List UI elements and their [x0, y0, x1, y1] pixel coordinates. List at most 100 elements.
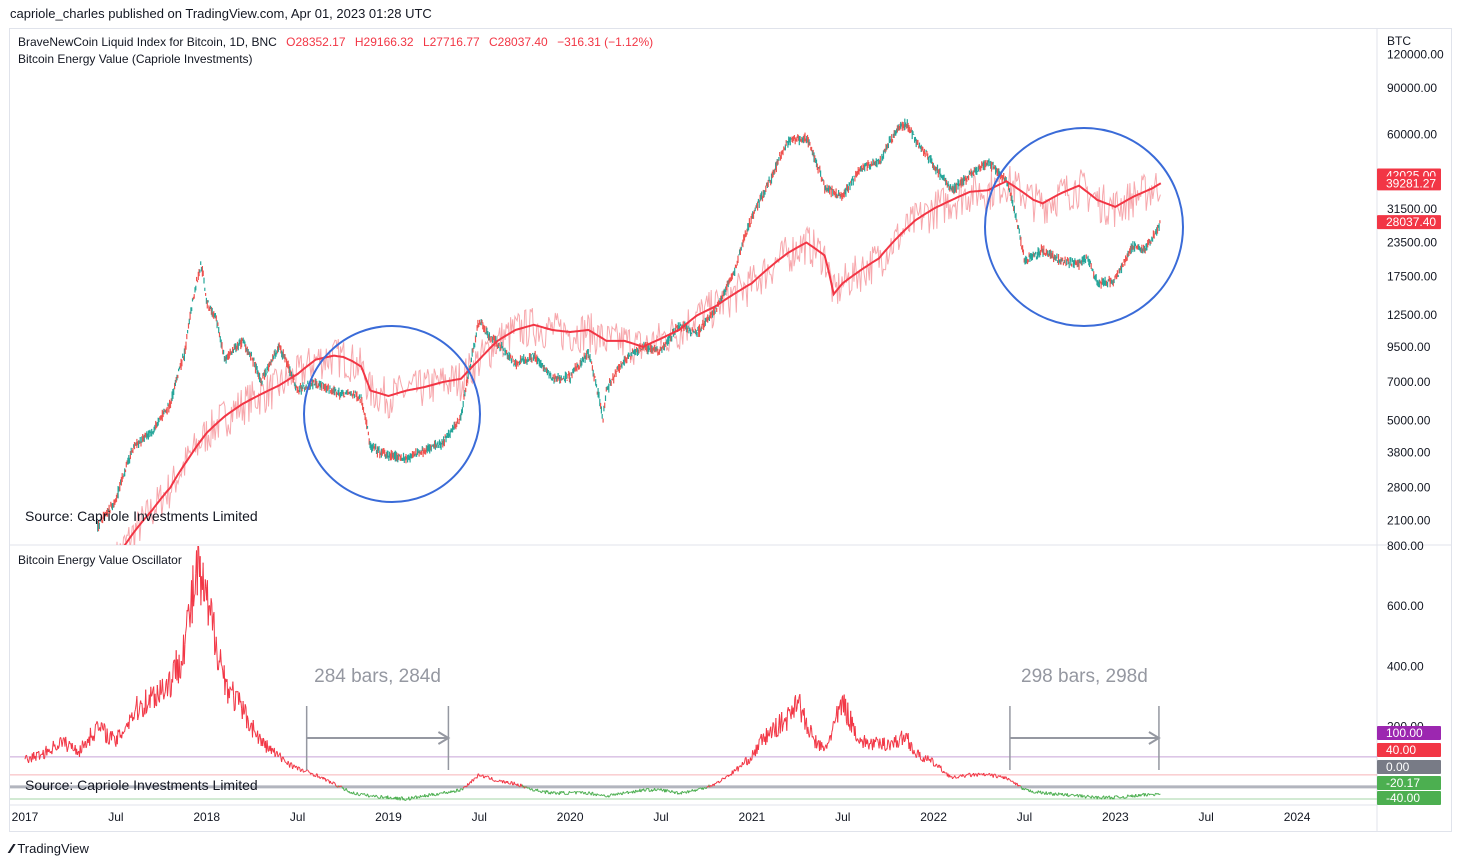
annotation-circle-2022[interactable] — [984, 127, 1184, 327]
osc-segment — [1046, 793, 1049, 796]
osc-segment — [932, 759, 935, 767]
osc-segment — [303, 771, 305, 773]
osc-value-badge: 40.00 — [1377, 743, 1441, 757]
osc-segment — [122, 731, 125, 735]
osc-segment — [697, 788, 700, 790]
ohlc-close: C28037.40 — [489, 35, 548, 49]
osc-segment — [196, 546, 199, 596]
osc-segment — [79, 745, 82, 754]
osc-segment — [212, 615, 214, 631]
osc-segment — [608, 796, 610, 798]
osc-segment — [1113, 795, 1116, 800]
osc-segment — [1101, 796, 1104, 798]
osc-segment — [240, 700, 243, 709]
osc-segment — [973, 774, 976, 777]
osc-segment — [224, 678, 227, 696]
osc-segment — [1000, 775, 1002, 778]
osc-segment — [603, 794, 606, 797]
osc-segment — [883, 737, 886, 750]
osc-segment — [702, 787, 705, 790]
osc-segment — [371, 794, 374, 797]
osc-segment — [512, 784, 514, 786]
annotation-circle-2019[interactable] — [303, 325, 481, 503]
osc-segment — [207, 605, 210, 626]
osc-segment — [507, 781, 509, 784]
measure-annotation[interactable]: 298 bars, 298d — [1009, 666, 1161, 770]
osc-segment — [243, 712, 245, 715]
osc-segment — [1044, 793, 1046, 795]
osc-segment — [129, 714, 131, 718]
osc-segment — [711, 784, 714, 787]
osc-segment — [887, 739, 889, 741]
tradingview-footer[interactable]: ⁄⁄ TradingView — [10, 841, 89, 856]
osc-segment — [583, 792, 586, 795]
osc-segment — [289, 764, 291, 768]
osc-segment — [303, 770, 306, 773]
osc-segment — [164, 691, 166, 695]
osc-segment — [761, 736, 764, 746]
osc-segment — [742, 763, 745, 766]
osc-segment — [916, 750, 919, 756]
osc-segment — [668, 790, 671, 792]
osc-segment — [930, 758, 932, 763]
osc-segment — [674, 791, 677, 794]
osc-segment — [438, 792, 441, 795]
price-badge: 39281.27 — [1377, 176, 1441, 191]
osc-segment — [936, 763, 938, 767]
osc-segment — [835, 716, 837, 720]
osc-segment — [345, 788, 348, 791]
osc-segment — [622, 791, 625, 794]
osc-segment — [1106, 796, 1109, 799]
osc-segment — [185, 626, 187, 634]
osc-segment — [1107, 795, 1110, 798]
osc-segment — [462, 786, 465, 789]
osc-segment — [194, 573, 197, 595]
osc-segment — [164, 682, 167, 692]
osc-segment — [590, 792, 593, 796]
osc-segment — [254, 731, 256, 734]
osc-segment — [198, 546, 200, 549]
osc-segment — [340, 785, 343, 787]
osc-segment — [539, 790, 541, 792]
osc-segment — [475, 777, 477, 779]
osc-segment — [919, 751, 921, 759]
osc-segment — [609, 793, 612, 796]
osc-segment — [220, 664, 223, 667]
osc-segment — [899, 734, 902, 736]
osc-segment — [51, 747, 54, 755]
osc-segment — [658, 788, 660, 791]
osc-segment — [588, 791, 591, 794]
svg-text:-40.00: -40.00 — [1386, 791, 1420, 805]
osc-segment — [167, 673, 170, 686]
osc-segment — [282, 756, 285, 760]
osc-segment — [413, 796, 416, 799]
osc-segment — [1087, 794, 1089, 797]
osc-segment — [898, 740, 900, 747]
osc-segment — [1063, 794, 1065, 797]
osc-segment — [1156, 793, 1158, 795]
osc-segment — [992, 774, 995, 778]
osc-segment — [408, 796, 410, 801]
osc-segment — [204, 579, 207, 587]
osc-segment — [271, 747, 274, 751]
osc-value-badge: 0.00 — [1377, 760, 1441, 774]
osc-segment — [696, 789, 698, 792]
osc-segment — [828, 735, 831, 743]
osc-segment — [387, 795, 389, 800]
osc-segment — [80, 751, 83, 754]
osc-segment — [124, 727, 126, 732]
osc-segment — [274, 754, 277, 757]
osc-segment — [969, 773, 972, 777]
time-tick-label: 2020 — [557, 810, 584, 824]
osc-segment — [952, 776, 955, 779]
measure-annotation[interactable]: 284 bars, 284d — [305, 666, 451, 770]
osc-segment — [508, 783, 511, 785]
osc-segment — [1022, 787, 1025, 790]
osc-segment — [26, 758, 29, 762]
osc-segment — [66, 748, 69, 752]
osc-segment — [880, 743, 882, 748]
osc-segment — [1092, 796, 1094, 798]
osc-segment — [768, 729, 771, 737]
osc-segment — [808, 733, 811, 738]
price-tick-label: 31500.00 — [1387, 202, 1437, 216]
